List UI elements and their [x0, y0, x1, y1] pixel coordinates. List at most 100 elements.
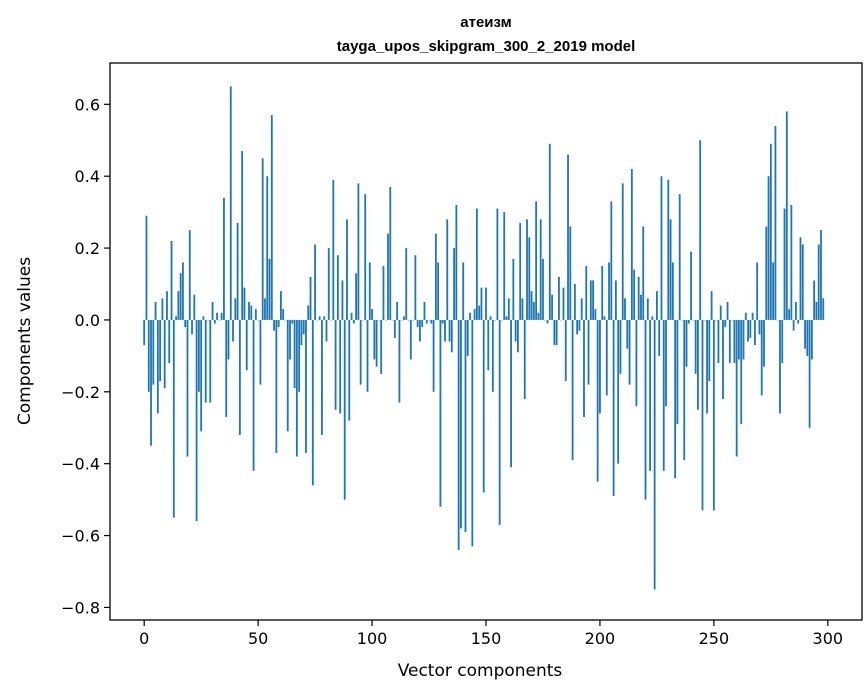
bar — [364, 194, 367, 320]
bar — [562, 287, 565, 320]
bar — [621, 183, 624, 320]
bar — [535, 201, 538, 320]
bar — [398, 319, 401, 403]
bar — [227, 319, 230, 360]
bar — [252, 319, 255, 471]
bar — [603, 316, 606, 320]
bar — [261, 158, 264, 320]
bar — [519, 222, 522, 320]
bar — [733, 319, 736, 364]
bar — [628, 319, 631, 385]
bar — [521, 298, 524, 320]
bar — [619, 319, 622, 374]
bar — [448, 319, 451, 342]
bar — [238, 319, 241, 435]
bar — [635, 319, 638, 407]
bar — [382, 266, 385, 320]
bar — [558, 276, 560, 320]
bar — [209, 319, 212, 403]
bar — [475, 208, 478, 320]
bar — [403, 316, 405, 320]
y-tick-label: −0.6 — [61, 527, 100, 546]
bar — [300, 319, 303, 346]
bar — [352, 319, 355, 324]
bar — [154, 301, 157, 320]
bar — [724, 319, 727, 328]
bar — [571, 319, 574, 461]
bar — [594, 309, 597, 320]
bar — [546, 319, 549, 324]
bar — [640, 294, 642, 320]
bar — [471, 319, 474, 547]
bar — [450, 319, 453, 353]
bar — [815, 301, 818, 320]
bar — [480, 287, 483, 320]
bar — [145, 215, 148, 320]
bar — [325, 319, 328, 342]
bar — [585, 266, 588, 320]
bar — [514, 319, 517, 342]
bar — [216, 312, 219, 320]
bar — [801, 244, 804, 320]
bar — [779, 319, 781, 414]
bar — [405, 248, 408, 320]
bar — [785, 111, 788, 320]
bar — [152, 319, 155, 385]
bar — [542, 258, 544, 320]
bar — [366, 319, 369, 392]
y-tick-label: −0.4 — [61, 455, 100, 474]
bar — [286, 319, 289, 432]
bar — [651, 316, 654, 320]
bar — [195, 319, 198, 522]
bar — [243, 287, 246, 320]
bar — [760, 319, 763, 396]
bar — [694, 319, 697, 374]
bar — [592, 280, 595, 320]
bar — [496, 208, 499, 320]
bar — [220, 312, 223, 320]
bar — [806, 319, 809, 356]
bar — [719, 305, 722, 320]
bar — [510, 319, 512, 468]
bar — [526, 219, 528, 320]
bar — [742, 319, 745, 360]
bar — [270, 115, 273, 320]
bar — [163, 319, 166, 389]
bar — [608, 262, 610, 320]
bar — [792, 319, 795, 331]
bar — [774, 125, 777, 320]
bar — [339, 319, 342, 414]
x-axis-label: Vector components — [398, 661, 563, 681]
bar — [712, 319, 715, 511]
x-tick-label: 50 — [248, 629, 268, 648]
bar — [254, 309, 257, 320]
bar — [204, 319, 207, 403]
bar — [321, 319, 323, 435]
bar — [172, 319, 175, 518]
bar — [576, 319, 579, 335]
bar — [314, 244, 316, 320]
bar — [302, 319, 305, 335]
bar — [478, 305, 481, 320]
bar — [485, 287, 487, 320]
bar — [530, 291, 533, 320]
bar — [587, 319, 590, 385]
bar — [769, 143, 772, 320]
bar — [710, 291, 713, 320]
bar — [646, 298, 649, 320]
bar — [455, 204, 458, 320]
bar — [437, 262, 440, 320]
bar — [425, 319, 428, 324]
x-tick-label: 300 — [813, 629, 844, 648]
bar — [637, 276, 640, 320]
bar — [810, 319, 813, 360]
chart-subtitle: tayga_upos_skipgram_300_2_2019 model — [337, 38, 636, 55]
bar — [186, 319, 189, 457]
bar — [708, 319, 711, 382]
bar — [626, 319, 629, 349]
bar — [389, 186, 392, 320]
bar — [175, 316, 177, 320]
bar — [266, 176, 269, 320]
bar — [414, 255, 417, 320]
bar — [305, 319, 307, 453]
